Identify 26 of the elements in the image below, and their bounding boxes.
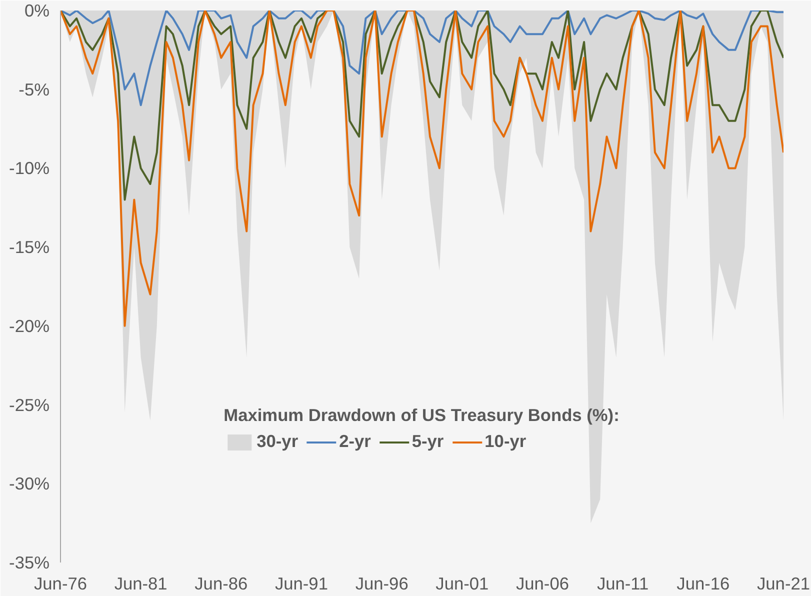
y-tick-label: -30% <box>9 474 50 494</box>
x-tick-label: Jun-76 <box>34 574 87 594</box>
y-tick-label: -10% <box>9 158 50 178</box>
x-tick-label: Jun-06 <box>516 574 569 594</box>
x-tick-label: Jun-16 <box>676 574 730 594</box>
x-tick-label: Jun-21 <box>757 574 810 594</box>
legend-label: 5-yr <box>412 431 444 452</box>
line-series <box>60 10 784 327</box>
legend-label: 2-yr <box>339 431 371 452</box>
y-tick-label: -20% <box>9 316 50 336</box>
legend-title: Maximum Drawdown of US Treasury Bonds (%): <box>224 405 620 426</box>
x-tick-label: Jun-11 <box>596 574 649 594</box>
x-tick-label: Jun-86 <box>194 574 248 594</box>
x-tick-label: Jun-96 <box>355 574 408 594</box>
y-tick-label: -25% <box>9 394 50 415</box>
y-tick-label: -15% <box>9 237 50 258</box>
line-series <box>60 10 784 106</box>
x-tick-label: Jun-01 <box>436 574 489 594</box>
x-tick-label: Jun-91 <box>274 574 328 594</box>
legend-label: 10-yr <box>484 431 526 452</box>
legend-label: 30-yr <box>256 431 298 452</box>
line-series <box>60 10 784 201</box>
x-tick-label: Jun-81 <box>114 574 168 594</box>
y-tick-label: -5% <box>18 79 50 100</box>
y-tick-label: 0% <box>24 0 50 20</box>
y-tick-label: -35% <box>9 552 50 572</box>
